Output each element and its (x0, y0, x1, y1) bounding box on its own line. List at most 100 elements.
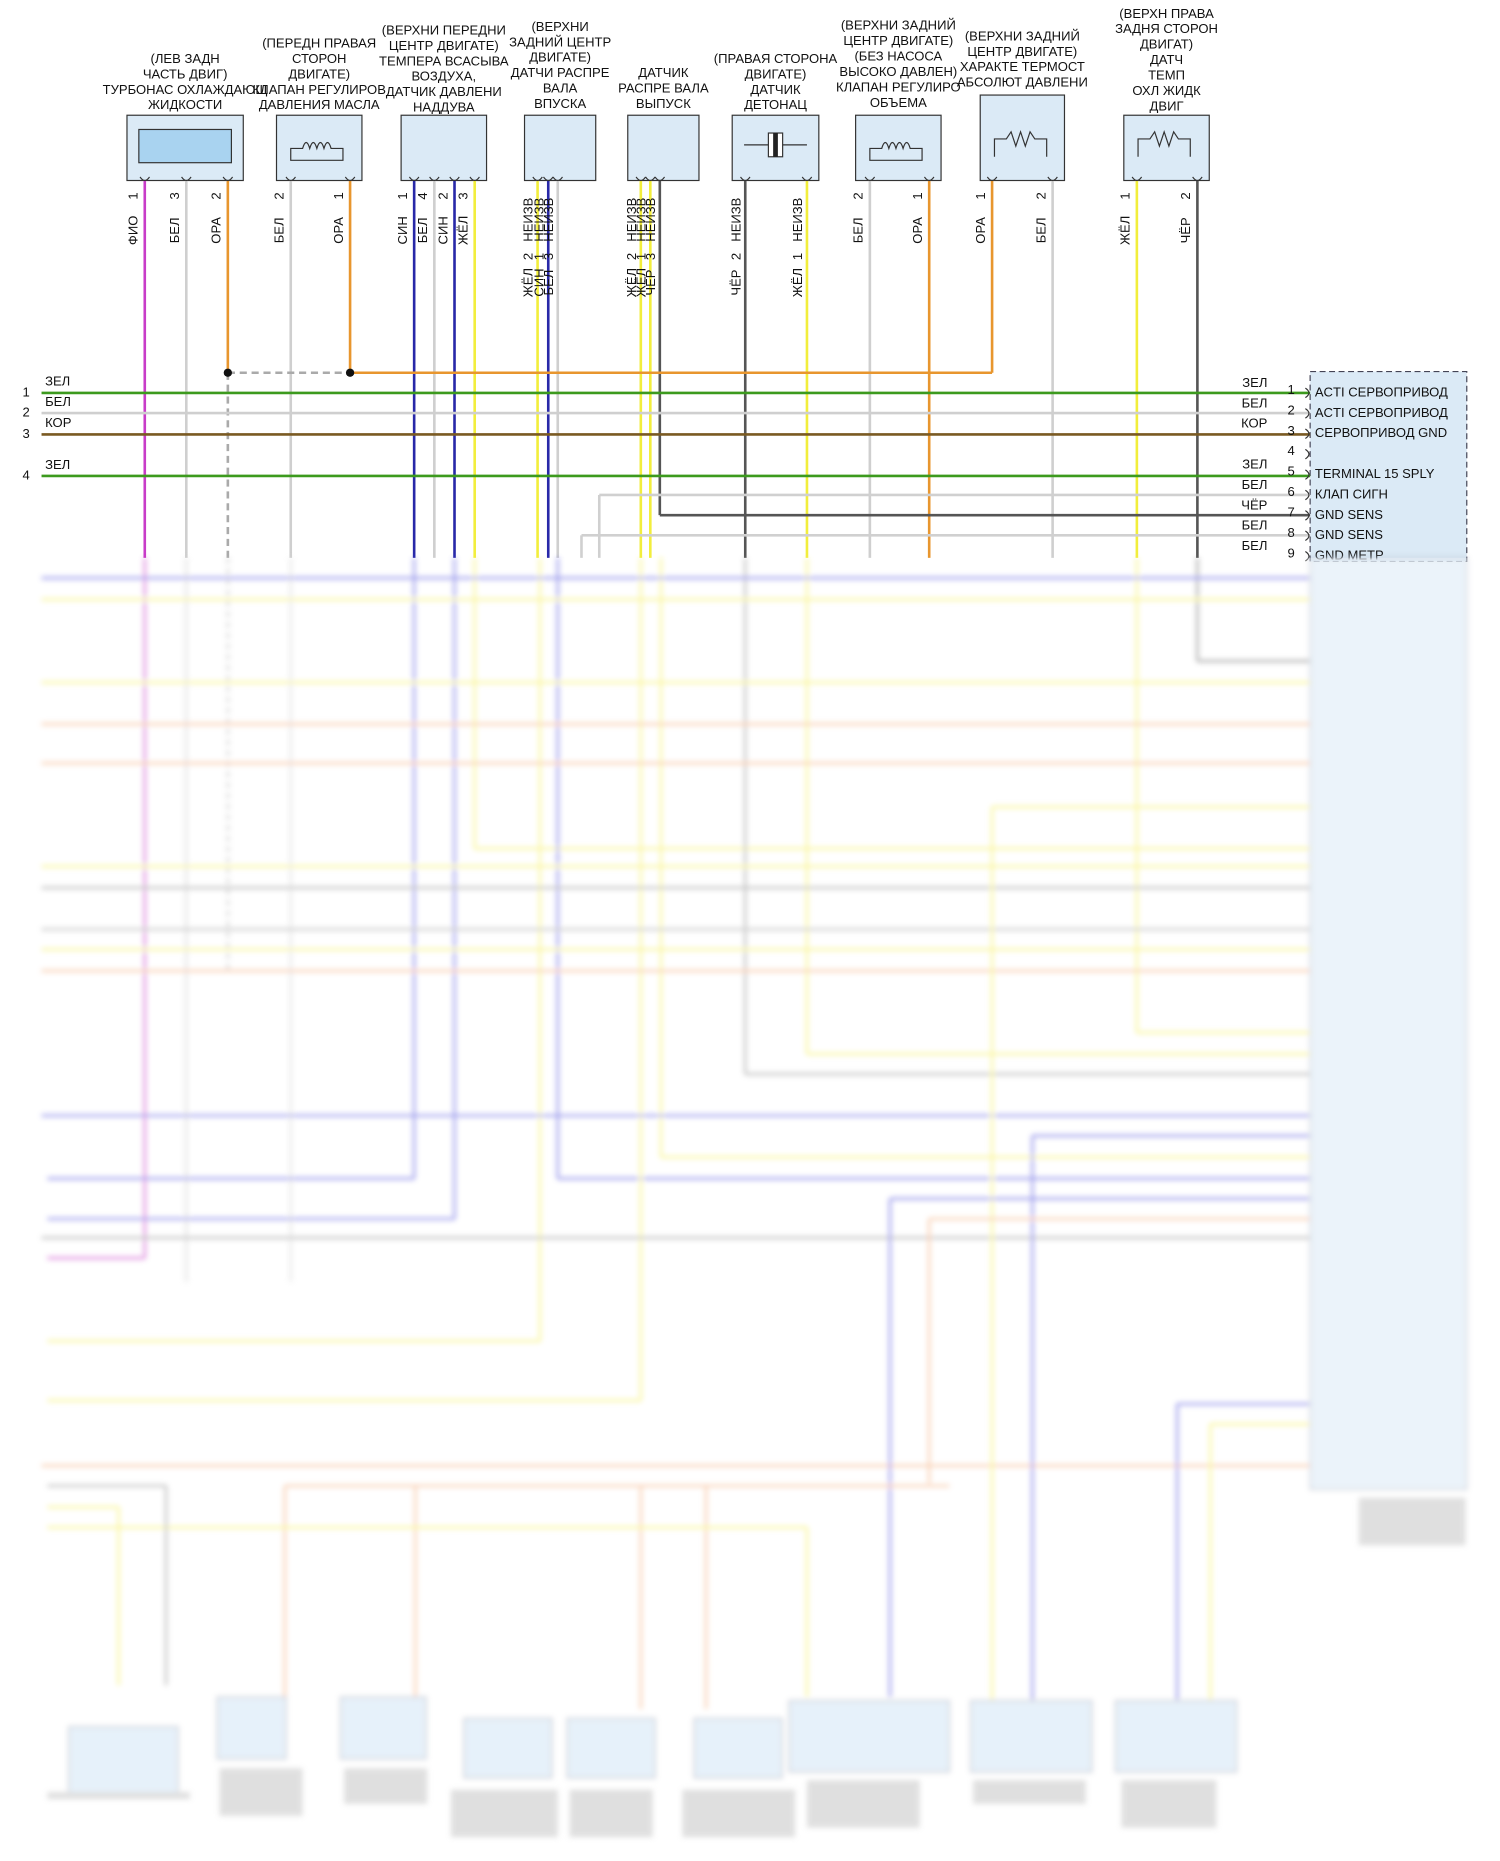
component-label: НАДДУВА (413, 100, 475, 115)
component-label: (ВЕРХНИ ЗАДНИЙ (965, 28, 1080, 43)
pin-number: 1 (126, 192, 141, 199)
harness-pin: 3 (22, 426, 29, 441)
wire-color: ЖЁЛ (1118, 216, 1133, 245)
harness-wire-color: БЕЛ (45, 394, 71, 409)
connector-pin-label: GND SENS (1315, 507, 1383, 522)
pin-terminal (139, 176, 151, 182)
component-label: ДАТЧИ РАСПРЕ (511, 65, 610, 80)
pin-number: 2 (728, 253, 743, 260)
pin-number: 3 (643, 253, 658, 260)
pin-number: 3 (541, 253, 556, 260)
component-box (855, 114, 942, 182)
connector-pin-label: ACTI СЕРВОПРИВОД (1315, 384, 1448, 399)
component-label: ХАРАКТЕ ТЕРМОСТ (960, 59, 1085, 74)
connector-pin-label: GND SENS (1315, 527, 1383, 542)
wire-color: БЕЛ (851, 217, 866, 243)
component-label: ДВИГАТЕ) (288, 66, 350, 81)
thermistor-symbol (993, 129, 1048, 157)
connector-pin-label: ACTI СЕРВОПРИВОД (1315, 405, 1448, 420)
pin-terminal (801, 176, 813, 182)
component-label: (ПРАВАЯ СТОРОНА (714, 51, 838, 66)
pin-number: 1 (395, 192, 410, 199)
pin-number: 2 (624, 253, 639, 260)
pin-tag: НЕИЗВ (728, 197, 743, 241)
pin-terminal (645, 176, 656, 182)
ecu-connector (1309, 370, 1468, 563)
wire-color: БЕЛ (167, 217, 182, 243)
harness-pin: 2 (22, 405, 29, 420)
component-label: КЛАПАН РЕГУЛИРОВ (253, 82, 387, 97)
component-label: ДВИГАТЕ) (745, 66, 807, 81)
pin-tag: НЕИЗВ (521, 197, 536, 241)
pin-number: 1 (633, 253, 648, 260)
connector-pin-label: TERMINAL 15 SPLY (1315, 466, 1435, 481)
pin-tag: НЕИЗВ (790, 197, 805, 241)
connector-terminal (1305, 428, 1310, 439)
component-box (1123, 114, 1210, 182)
pin-terminal (344, 176, 356, 182)
harness-wire-color: КОР (45, 415, 72, 430)
connector-wire-color: БЕЛ (1242, 395, 1268, 410)
connector-terminal (1305, 387, 1310, 399)
wire-color: ЧЁР (643, 269, 658, 295)
component-box (627, 114, 700, 182)
component-label: ДАТЧИК ДАВЛЕНИ (386, 84, 502, 99)
connector-wire-color: БЕЛ (1242, 518, 1268, 533)
pin-tag: НЕИЗВ (541, 197, 556, 241)
pin-tag: НЕИЗВ (624, 197, 639, 241)
wire-color: ЖЁЛ (633, 268, 648, 297)
pin-number: 2 (272, 192, 287, 199)
pin-terminal (222, 176, 234, 182)
pin-terminal (635, 176, 647, 182)
wire-color: ЖЁЛ (624, 268, 639, 297)
component-label: КЛАПАН РЕГУЛИРО (836, 79, 961, 94)
wire-color: ЧЁР (728, 269, 743, 295)
wire-color: ЖЁЛ (455, 216, 470, 245)
pin-number: 1 (531, 253, 546, 260)
wire-color: ФИО (126, 216, 141, 245)
component-label: ТУРБОНАС ОХЛАЖДАЮЩ (103, 82, 268, 97)
knock-core (773, 133, 778, 157)
component-label: ДАТЧ (1150, 52, 1183, 67)
pin-number: 4 (415, 192, 430, 199)
harness-wire-color: ЗЕЛ (45, 457, 70, 472)
pin-number: 1 (910, 192, 925, 199)
pin-number: 3 (455, 192, 470, 199)
splice (223, 368, 233, 377)
pin-number: 1 (331, 192, 346, 199)
connector-pin: 9 (1288, 545, 1295, 560)
pin-terminal (532, 176, 543, 182)
pin-terminal (1192, 176, 1203, 182)
component-label: ТЕМПЕРА ВСАСЫВА (379, 53, 509, 68)
component-label: ЖИДКОСТИ (148, 97, 222, 112)
pin-tag: НЕИЗВ (633, 197, 648, 241)
pin-terminal (429, 176, 440, 182)
wire-color: ЖЁЛ (521, 268, 536, 297)
wire-color: ЧЁР (1178, 217, 1193, 243)
wire-color: БЕЛ (541, 270, 556, 296)
coil-symbol (869, 141, 923, 161)
pin-terminal (1131, 176, 1143, 182)
wire-color: БЕЛ (272, 217, 287, 243)
component-label: ЦЕНТР ДВИГАТЕ) (843, 33, 953, 48)
pin-number: 2 (209, 192, 224, 199)
pin-terminal (552, 176, 563, 182)
wire-color: ОРА (209, 217, 224, 244)
component-box (523, 114, 597, 182)
connector-terminal (1305, 510, 1310, 521)
component-label: ДВИГ (1150, 98, 1184, 113)
wire-color: ОРА (973, 217, 988, 244)
component-label: (БЕЗ НАСОСА (854, 49, 942, 64)
blurred-lower-area (41, 557, 1468, 1838)
pin-number: 1 (1118, 192, 1133, 199)
connector-wire-color: ЧЁР (1241, 497, 1267, 512)
connector-wire-color: БЕЛ (1242, 477, 1268, 492)
component-label: РАСПРЕ ВАЛА (618, 81, 709, 96)
connector-pin: 4 (1288, 443, 1295, 458)
component-label: ЦЕНТР ДВИГАТЕ) (389, 38, 499, 53)
pin-terminal (1047, 176, 1058, 182)
pin-terminal (408, 176, 420, 182)
pin-terminal (923, 176, 935, 182)
pin-number: 3 (167, 192, 182, 199)
